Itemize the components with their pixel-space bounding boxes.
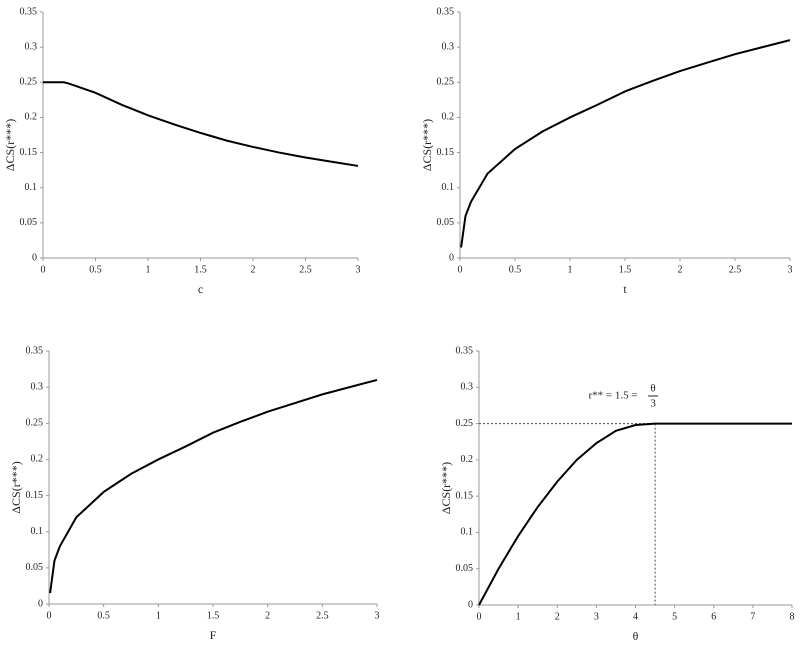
y-tick-label: 0.25 <box>20 77 38 88</box>
x-tick-label: 2 <box>678 264 683 275</box>
y-tick-label: 0.15 <box>26 490 44 501</box>
x-tick-label: 1 <box>146 264 151 275</box>
x-tick-label: 0 <box>47 610 52 621</box>
y-tick-label: 0.15 <box>437 147 455 158</box>
x-tick-label: 1.5 <box>207 610 220 621</box>
y-tick-label: 0 <box>32 252 37 263</box>
x-tick-label: 0.5 <box>509 264 522 275</box>
y-axis-label: ΔCS(r***) <box>3 119 17 171</box>
y-tick-label: 0.1 <box>442 182 455 193</box>
y-tick-label: 0.2 <box>442 112 455 123</box>
y-tick-label: 0.05 <box>437 217 455 228</box>
y-tick-label: 0.25 <box>437 77 455 88</box>
y-tick-label: 0 <box>38 598 43 609</box>
annotation-denominator: 3 <box>650 398 656 410</box>
y-tick-label: 0.2 <box>461 454 474 465</box>
y-axis-label: ΔCS(r***) <box>439 462 453 514</box>
data-line <box>49 378 378 594</box>
x-tick-label: 2.5 <box>299 264 312 275</box>
y-tick-label: 0.35 <box>20 6 38 17</box>
x-tick-label: 1 <box>516 611 521 622</box>
x-axis-label: t <box>623 282 627 296</box>
y-tick-label: 0.3 <box>25 41 38 52</box>
y-tick-label: 0.15 <box>456 490 474 501</box>
x-tick-label: 2 <box>251 264 256 275</box>
y-tick-label: 0 <box>449 252 454 263</box>
x-tick-label: 0.5 <box>97 610 110 621</box>
x-tick-label: 1.5 <box>619 264 632 275</box>
x-tick-label: 4 <box>633 611 638 622</box>
y-tick-label: 0.1 <box>461 527 474 538</box>
x-tick-label: 2 <box>265 610 270 621</box>
y-tick-label: 0.3 <box>442 41 455 52</box>
y-tick-label: 0.05 <box>456 563 474 574</box>
x-axis-label: c <box>198 282 203 296</box>
x-tick-label: 0 <box>458 264 463 275</box>
y-tick-label: 0.1 <box>31 526 44 537</box>
x-tick-label: 2.5 <box>729 264 742 275</box>
y-tick-label: 0.1 <box>25 182 38 193</box>
x-tick-label: 5 <box>672 611 677 622</box>
y-tick-label: 0 <box>468 599 473 610</box>
x-tick-label: 3 <box>594 611 599 622</box>
x-axis-label: F <box>210 628 217 642</box>
data-line <box>460 39 791 248</box>
y-tick-label: 0.35 <box>437 6 455 17</box>
data-line <box>43 81 359 167</box>
x-tick-label: 1.5 <box>194 264 207 275</box>
x-tick-label: 3 <box>356 264 361 275</box>
y-tick-label: 0.3 <box>31 381 44 392</box>
x-tick-label: 2 <box>555 611 560 622</box>
x-tick-label: 0.5 <box>89 264 102 275</box>
y-tick-label: 0.3 <box>461 382 474 393</box>
x-tick-label: 3 <box>375 610 380 621</box>
y-tick-label: 0.35 <box>456 345 474 356</box>
x-tick-label: 6 <box>711 611 716 622</box>
y-tick-label: 0.35 <box>26 345 44 356</box>
x-tick-label: 1 <box>156 610 161 621</box>
x-tick-label: 0 <box>41 264 46 275</box>
x-tick-label: 8 <box>790 611 795 622</box>
annotation: r** = 1.5 = <box>589 390 638 402</box>
x-tick-label: 7 <box>750 611 755 622</box>
x-tick-label: 2.5 <box>316 610 329 621</box>
y-tick-label: 0.25 <box>456 418 474 429</box>
y-tick-label: 0.05 <box>20 217 38 228</box>
x-axis-label: θ <box>633 629 639 643</box>
y-tick-label: 0.2 <box>25 112 38 123</box>
y-axis-label: ΔCS(r***) <box>9 461 23 513</box>
y-tick-label: 0.05 <box>26 562 44 573</box>
y-tick-label: 0.2 <box>31 454 44 465</box>
y-tick-label: 0.25 <box>26 418 44 429</box>
x-tick-label: 1 <box>568 264 573 275</box>
x-tick-label: 0 <box>477 611 482 622</box>
x-tick-label: 3 <box>788 264 793 275</box>
y-axis-label: ΔCS(r***) <box>420 119 434 171</box>
data-line <box>478 422 792 606</box>
y-tick-label: 0.15 <box>20 147 38 158</box>
annotation-numerator: θ <box>650 383 655 395</box>
